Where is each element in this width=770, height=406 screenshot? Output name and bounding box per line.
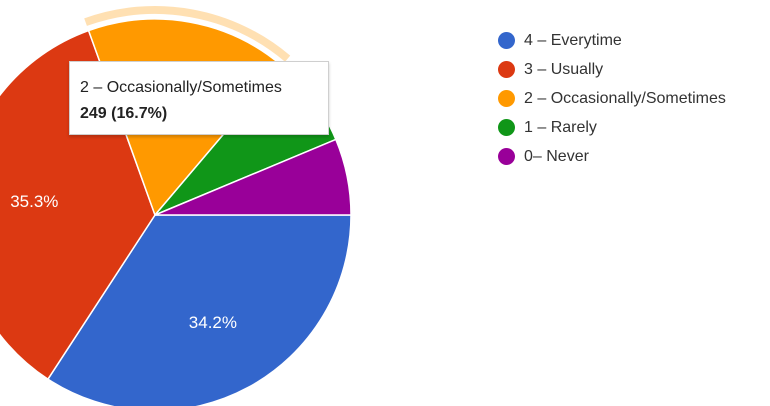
legend-label: 1 – Rarely — [524, 118, 597, 136]
pie-slice-highlight — [84, 6, 291, 62]
legend-swatch — [498, 148, 515, 165]
legend-swatch — [498, 90, 515, 107]
legend-label: 4 – Everytime — [524, 31, 622, 49]
legend-swatch — [498, 61, 515, 78]
tooltip-value: 249 (16.7%) — [80, 105, 168, 122]
legend-label: 3 – Usually — [524, 60, 604, 78]
chart-legend: 4 – Everytime 3 – Usually 2 – Occasionally… — [498, 26, 726, 171]
chart-tooltip: 2 – Occasionally/Sometimes 249 (16.7%) — [69, 61, 329, 135]
legend-label: 0– Never — [524, 147, 589, 165]
tooltip-label: 2 – Occasionally/Sometimes — [80, 79, 282, 96]
slice-label-4-everytime: 34.2% — [189, 313, 237, 332]
legend-item-3-usually[interactable]: 3 – Usually — [498, 55, 726, 84]
legend-item-4-everytime[interactable]: 4 – Everytime — [498, 26, 726, 55]
legend-swatch — [498, 32, 515, 49]
legend-item-2-occasionally-sometimes[interactable]: 2 – Occasionally/Sometimes — [498, 84, 726, 113]
slice-label-3-usually: 35.3% — [10, 192, 58, 211]
legend-item-1-rarely[interactable]: 1 – Rarely — [498, 113, 726, 142]
legend-swatch — [498, 119, 515, 136]
legend-item-0-never[interactable]: 0– Never — [498, 142, 726, 171]
pie-slice-4-everytime[interactable] — [46, 214, 352, 406]
pie-slice-labels: 34.2% 35.3% — [10, 192, 237, 332]
legend-label: 2 – Occasionally/Sometimes — [524, 89, 726, 107]
pie-slice-0-never[interactable] — [154, 138, 352, 216]
